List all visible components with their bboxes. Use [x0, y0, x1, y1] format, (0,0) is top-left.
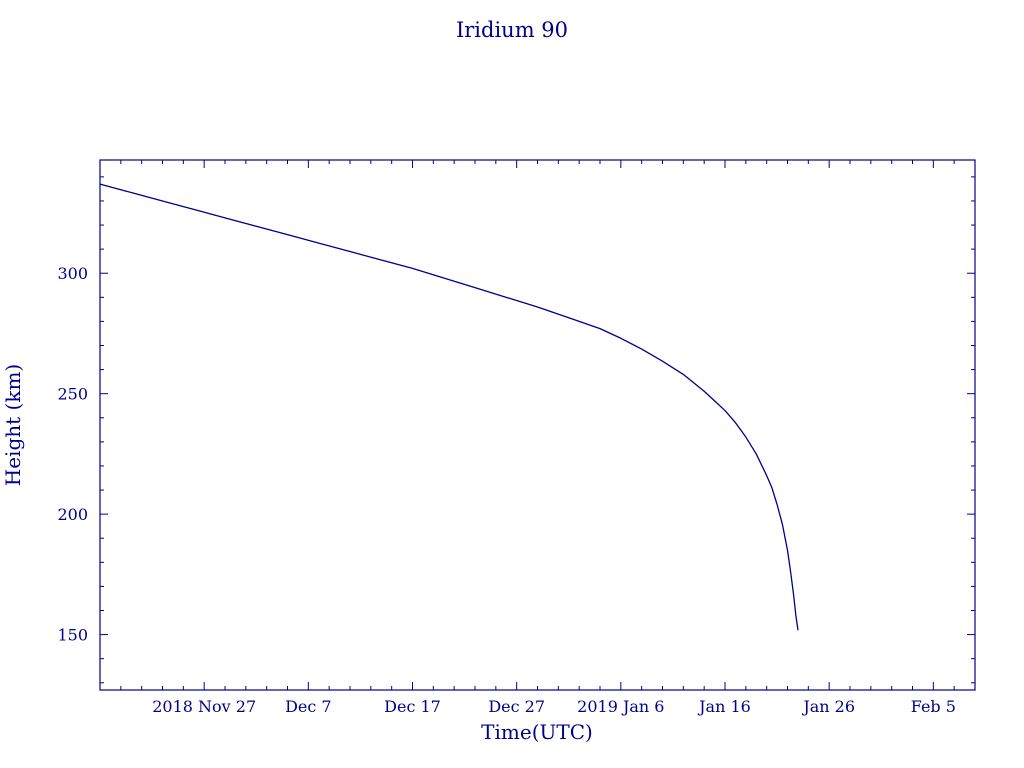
axes-frame [99, 159, 976, 691]
x-tick-label: Dec 27 [488, 697, 545, 716]
x-tick-label: Dec 17 [384, 697, 441, 716]
x-axis-label: Time(UTC) [481, 720, 593, 744]
x-tick-label: 2018 Nov 27 [152, 697, 256, 716]
plot-area: 2018 Nov 27 Dec 7 Dec 17 Dec 27 2019 Jan 6 Ja… [57, 159, 976, 716]
x-tick-label: Feb 5 [911, 697, 956, 716]
chart-title: Iridium 90 [456, 18, 568, 42]
x-tick-label: Dec 7 [285, 697, 332, 716]
y-axis-label: Height (km) [1, 364, 25, 486]
y-tick-label: 200 [57, 505, 88, 524]
y-tick-label: 300 [57, 264, 88, 283]
decay-curve [99, 183, 799, 631]
x-tick-label: Jan 26 [801, 697, 855, 716]
x-tick-label: Jan 16 [697, 697, 751, 716]
y-tick-label: 150 [57, 626, 88, 645]
x-tick-label: 2019 Jan 6 [577, 697, 664, 716]
y-tick-label: 250 [57, 385, 88, 404]
